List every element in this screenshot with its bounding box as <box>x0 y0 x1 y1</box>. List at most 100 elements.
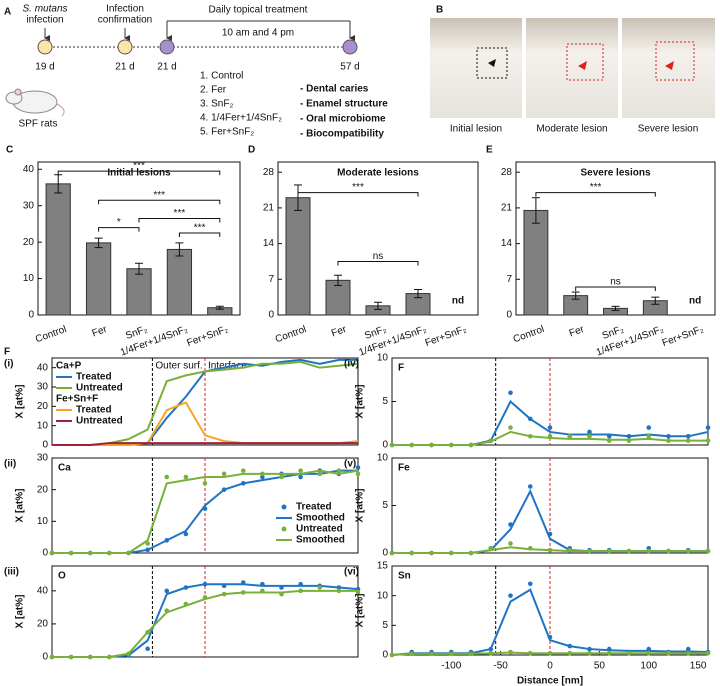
photo-caption: Initial lesion <box>450 124 502 135</box>
data-point <box>646 425 652 430</box>
data-point <box>298 468 303 473</box>
y-tick-label: 10 <box>377 590 389 601</box>
element-label: Fe <box>398 463 410 474</box>
element-label: Ca <box>58 463 71 474</box>
y-axis-label: X [at%] <box>15 385 26 419</box>
series-line <box>52 469 359 554</box>
x-axis-label: Distance [nm] <box>517 676 583 686</box>
y-tick-label: 0 <box>382 650 388 661</box>
significance-label: ns <box>373 251 384 262</box>
panel-sublabel: (vi) <box>344 567 359 578</box>
y-tick-label: 5 <box>382 620 388 631</box>
bar <box>85 242 112 316</box>
data-point <box>317 585 323 590</box>
legend-title: Fe+Sn+F <box>56 394 98 405</box>
data-point <box>164 588 170 594</box>
y-axis-label: X [at%] <box>15 489 26 523</box>
chart-title: Severe lesions <box>580 168 650 179</box>
bar <box>166 248 193 316</box>
panel-sublabel: (v) <box>344 459 356 470</box>
x-tick-label: Fer+SnF₂ <box>424 324 468 349</box>
treatment-label: Daily topical treatment <box>209 5 308 16</box>
significance-label: *** <box>194 223 206 234</box>
significance-bracket <box>138 217 221 223</box>
significance-label: *** <box>590 182 602 193</box>
timeline <box>37 20 358 55</box>
data-point <box>279 474 284 480</box>
group-item: 3. SnF₂ <box>200 99 233 110</box>
data-point <box>705 425 711 430</box>
rat-icon <box>5 88 65 117</box>
significance-bracket <box>98 199 221 205</box>
x-tick-label: -100 <box>441 661 461 672</box>
value-label: nd <box>452 296 464 307</box>
y-axis-label: X [at%] <box>355 385 366 419</box>
y-tick-label: 0 <box>42 440 48 451</box>
data-point <box>240 468 246 473</box>
panel-letter: F <box>4 347 10 358</box>
significance-bracket <box>575 286 656 291</box>
legend-label: Treated <box>76 405 112 416</box>
data-point <box>145 646 150 652</box>
panel-letter: C <box>6 145 13 156</box>
data-point <box>298 474 303 480</box>
y-tick-label: 0 <box>42 652 48 663</box>
reference-label: Outer surf. <box>155 361 202 372</box>
series-line <box>52 589 358 658</box>
event-label: Infection <box>106 4 144 15</box>
y-tick-label: 5 <box>382 500 388 511</box>
data-point <box>355 471 361 477</box>
y-tick-label: 0 <box>382 440 388 451</box>
y-tick-label: 40 <box>37 362 49 373</box>
panel-letter: A <box>4 7 11 18</box>
bar <box>523 209 549 316</box>
y-tick-label: 20 <box>37 401 49 412</box>
day-label: 21 d <box>115 62 134 73</box>
significance-label: * <box>117 217 121 228</box>
y-tick-label: 14 <box>501 238 513 249</box>
y-tick-label: 30 <box>37 382 49 393</box>
panel-sublabel: (iii) <box>4 567 19 578</box>
data-point <box>336 468 342 473</box>
y-tick-label: 21 <box>501 203 513 214</box>
bar <box>126 268 152 316</box>
significance-bracket <box>337 260 419 266</box>
legend-label: Smoothed <box>296 535 345 546</box>
animal-label: SPF rats <box>19 119 58 130</box>
event-label: confirmation <box>98 15 152 26</box>
legend-swatch <box>281 526 287 532</box>
significance-label: *** <box>133 161 145 172</box>
y-tick-label: 0 <box>268 310 274 321</box>
element-label: O <box>58 571 66 582</box>
bar <box>45 183 71 316</box>
series-line <box>392 430 708 446</box>
y-axis-label: X [at%] <box>355 594 366 628</box>
significance-label: *** <box>174 208 186 219</box>
y-tick-label: 0 <box>506 310 512 321</box>
legend-label: Treated <box>76 372 112 383</box>
y-tick-label: 10 <box>23 273 35 284</box>
y-tick-label: 0 <box>28 310 34 321</box>
y-tick-label: 7 <box>506 274 512 285</box>
panel-letter: D <box>248 145 255 156</box>
data-point <box>145 541 150 546</box>
chart-title: Initial lesions <box>107 168 171 179</box>
value-label: nd <box>689 296 701 307</box>
significance-bracket <box>178 232 221 238</box>
outcome-item: - Enamel structure <box>300 99 388 110</box>
data-point <box>527 581 533 587</box>
legend-label: Untreated <box>296 524 343 535</box>
data-point <box>164 474 170 480</box>
panel-letter: B <box>436 5 443 16</box>
data-point <box>685 646 691 652</box>
y-axis-label: X [at%] <box>355 489 366 523</box>
x-tick-label: Fer <box>568 324 586 340</box>
y-tick-label: 5 <box>382 396 388 407</box>
legend-label: Treated <box>296 502 332 513</box>
x-tick-label: Control <box>274 324 308 345</box>
y-tick-label: 10 <box>37 516 49 527</box>
bar <box>285 197 311 316</box>
y-tick-label: 15 <box>377 561 389 572</box>
data-point <box>567 434 573 439</box>
